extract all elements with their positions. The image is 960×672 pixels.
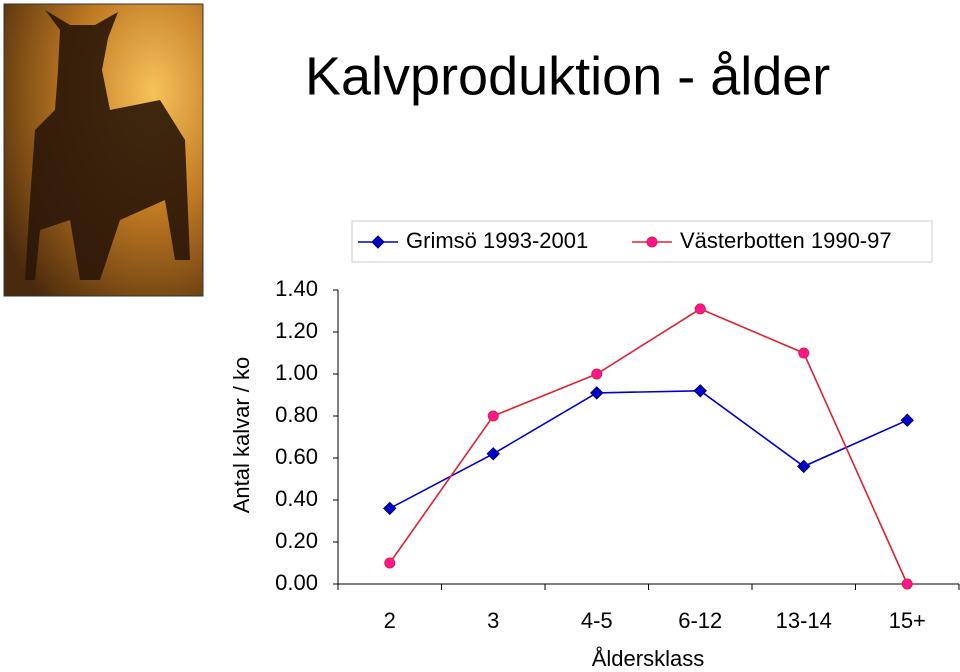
- legend-label: Grimsö 1993-2001: [406, 228, 588, 253]
- point: [900, 413, 914, 427]
- y-tick-label: 1.00: [275, 360, 318, 385]
- point: [590, 386, 604, 400]
- y-tick-label: 0.40: [275, 486, 318, 511]
- x-tick-label: 13-14: [776, 608, 832, 633]
- legend-marker: [371, 235, 385, 249]
- x-tick-label: 6-12: [678, 608, 722, 633]
- series-line: [389, 389, 908, 510]
- y-tick-label: 0.80: [275, 402, 318, 427]
- y-tick-label: 1.20: [275, 318, 318, 343]
- point: [797, 459, 811, 474]
- point: [384, 557, 396, 569]
- chart-title: Kalvproduktion - ålder: [305, 46, 830, 106]
- x-tick-label: 4-5: [581, 608, 613, 633]
- point: [694, 303, 706, 315]
- series-line: [389, 307, 908, 585]
- y-tick-label: 1.40: [275, 276, 318, 301]
- x-tick-label: 3: [487, 608, 499, 633]
- point: [591, 368, 603, 380]
- x-axis-label: Åldersklass: [592, 646, 704, 671]
- point: [901, 578, 913, 590]
- moose-photo: [3, 3, 204, 297]
- point: [798, 347, 810, 359]
- point: [383, 501, 397, 516]
- legend-label: Västerbotten 1990-97: [680, 228, 892, 253]
- point: [487, 410, 499, 422]
- x-tick-label: 2: [384, 608, 396, 633]
- y-tick-label: 0.60: [275, 444, 318, 469]
- point: [486, 447, 500, 461]
- legend-marker: [646, 236, 658, 248]
- y-tick-label: 0.00: [275, 570, 318, 595]
- point: [693, 384, 707, 398]
- y-tick-label: 0.20: [275, 528, 318, 553]
- x-tick-label: 15+: [889, 608, 926, 633]
- y-axis-label: Antal kalvar / ko: [229, 357, 254, 514]
